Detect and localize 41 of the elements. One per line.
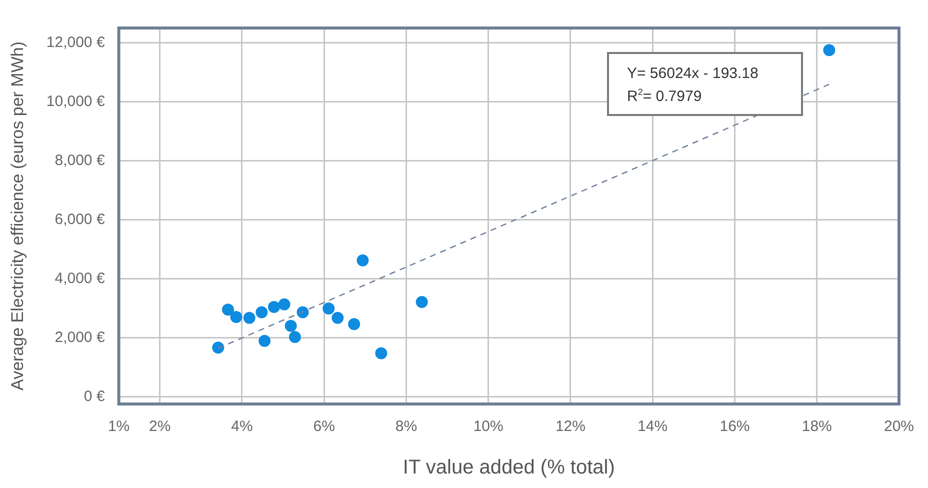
point xyxy=(284,320,297,332)
x-tick-label: 2% xyxy=(149,418,171,436)
point xyxy=(823,44,836,56)
x-tick-label: 8% xyxy=(395,418,418,436)
point xyxy=(356,254,369,266)
point xyxy=(348,318,360,330)
point xyxy=(212,342,224,354)
point xyxy=(375,347,388,360)
y-tick-label: 4,000 € xyxy=(54,270,106,287)
y-tick-label: 6,000 € xyxy=(54,210,106,228)
x-tick-label: 6% xyxy=(313,418,335,436)
point xyxy=(230,311,242,324)
point xyxy=(222,304,234,316)
point xyxy=(288,331,301,344)
point xyxy=(278,298,290,310)
x-tick-label: 1% xyxy=(108,418,130,436)
x-tick-label: 20% xyxy=(884,418,914,436)
x-tick-label: 12% xyxy=(555,418,586,436)
y-tick-label: 2,000 € xyxy=(54,328,106,346)
point xyxy=(416,296,428,308)
point xyxy=(268,300,280,313)
annotation: R$^{2}$= 0.7979 xyxy=(627,86,703,106)
point xyxy=(332,312,344,324)
equation-box: Y= 56024x - 193.18 R$^{2}$= 0.7979 xyxy=(607,52,803,116)
y-tick-label: 10,000 € xyxy=(46,92,106,110)
y-axis-title: Average Electricity efficience (euros per MWh) xyxy=(8,42,27,390)
annotation: Y= 56024x - 193.18 xyxy=(627,64,760,83)
point xyxy=(322,302,335,314)
point xyxy=(243,312,256,324)
y-tick-label: 8,000 € xyxy=(54,152,106,169)
point xyxy=(258,334,271,347)
x-tick-label: 18% xyxy=(802,418,832,436)
x-tick-label: 10% xyxy=(473,418,504,436)
x-tick-label: 4% xyxy=(231,418,253,436)
x-tick-label: 16% xyxy=(720,418,750,436)
point xyxy=(296,306,309,318)
y-tick-label: 12,000 € xyxy=(46,34,106,51)
x-tick-label: 14% xyxy=(638,418,668,436)
y-tick-label: 0 € xyxy=(84,388,106,405)
x-axis-title: IT value added (% total) xyxy=(402,456,615,479)
point xyxy=(256,306,268,318)
